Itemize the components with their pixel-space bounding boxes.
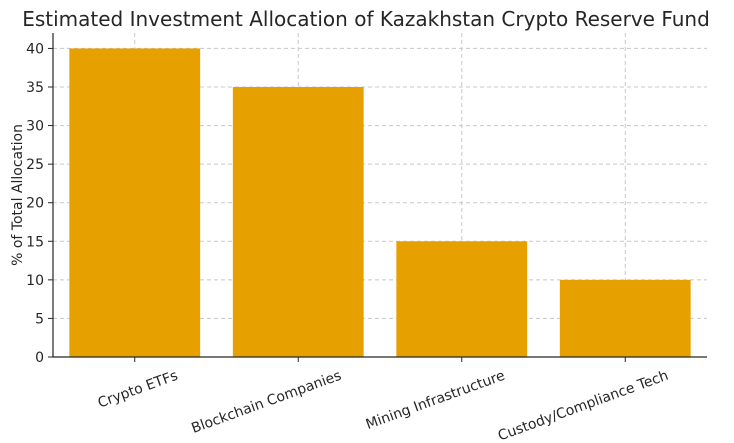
y-axis-label: % of Total Allocation — [10, 124, 26, 266]
y-tick-label: 5 — [35, 311, 44, 327]
x-tick-label: Blockchain Companies — [189, 368, 343, 437]
x-tick-label: Mining Infrastructure — [364, 368, 507, 433]
y-tick-label: 35 — [26, 80, 44, 96]
chart-title: Estimated Investment Allocation of Kazak… — [22, 7, 710, 31]
y-tick-label: 30 — [26, 119, 44, 135]
bar-1 — [69, 48, 201, 358]
x-tick-label: Crypto ETFs — [96, 368, 180, 412]
x-tick-label: Custody/Compliance Tech — [496, 368, 671, 443]
x-axis-ticks: Crypto ETFs Blockchain Companies Mining In… — [96, 357, 671, 443]
y-tick-label: 10 — [26, 273, 44, 289]
y-axis-ticks: 0 5 10 15 20 25 30 35 40 — [26, 41, 53, 366]
y-tick-label: 25 — [26, 157, 44, 173]
bar-4 — [559, 279, 691, 357]
y-tick-label: 40 — [26, 41, 44, 57]
bar-3 — [396, 241, 528, 357]
y-tick-label: 15 — [26, 234, 44, 250]
y-tick-label: 20 — [26, 196, 44, 212]
bars — [69, 48, 691, 358]
y-tick-label: 0 — [35, 350, 44, 366]
bar-2 — [232, 87, 364, 357]
